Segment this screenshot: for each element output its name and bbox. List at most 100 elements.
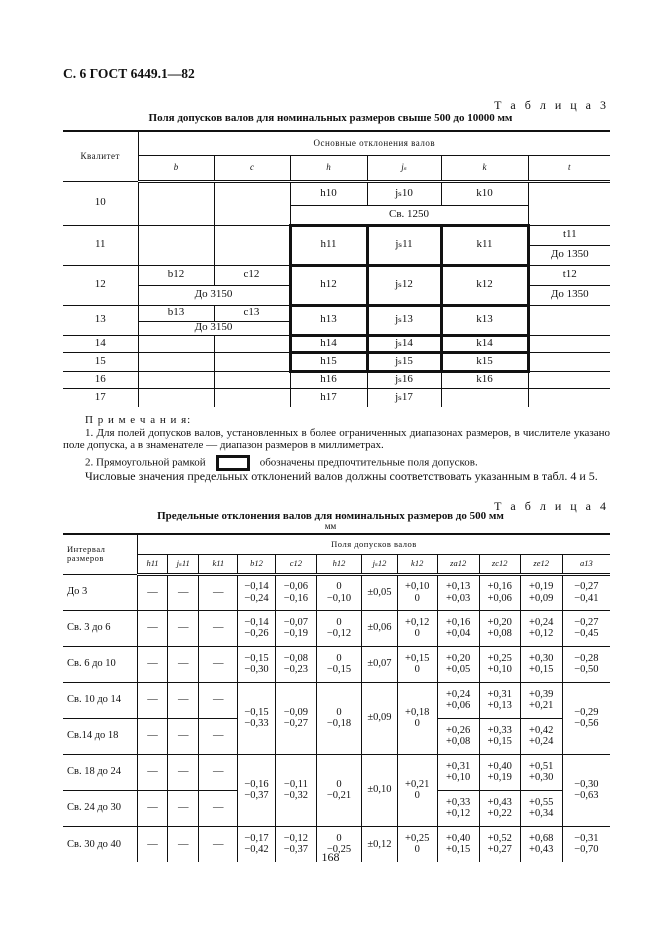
cell-t11: t11 xyxy=(527,224,611,246)
cell-k12: k12 xyxy=(439,263,530,307)
cell-bc13-range: До 3150 xyxy=(137,320,291,336)
cell-js16: jₛ16 xyxy=(366,370,442,389)
cell-a13: −0,28 −0,50 xyxy=(561,645,610,683)
row-interval: Св. 3 до 6 xyxy=(63,609,138,647)
header-col-h12: h12 xyxy=(315,553,363,576)
cell-empty xyxy=(137,334,215,353)
cell-zc12: +0,20 +0,08 xyxy=(478,609,521,647)
cell-h11: — xyxy=(136,645,169,683)
cell-zc12: +0,40 +0,19 xyxy=(478,753,521,791)
cell-h11: — xyxy=(136,789,169,827)
cell-t12-range: До 1350 xyxy=(527,284,611,306)
row-interval: Св.14 до 18 xyxy=(63,717,138,755)
cell-h12: 0 −0,18 xyxy=(315,681,363,755)
cell-b12: −0,14 −0,24 xyxy=(237,573,276,611)
cell-ze12: +0,68 +0,43 xyxy=(519,825,563,862)
cell-js15: jₛ15 xyxy=(365,350,443,373)
cell-js11: — xyxy=(167,681,200,719)
cell-za12: +0,13 +0,03 xyxy=(436,573,480,611)
table-row: Св. 30 до 40— — — −0,17 −0,42 −0,12 −0,37 0 −… xyxy=(63,825,610,862)
cell-k11: — xyxy=(198,717,239,755)
row-interval: Св. 30 до 40 xyxy=(63,825,138,862)
header-col-b: b xyxy=(137,154,215,183)
cell-k13: k13 xyxy=(439,303,530,337)
cell-k12: +0,18 0 xyxy=(396,681,438,755)
cell-a13: −0,29 −0,56 xyxy=(561,681,610,755)
cell-empty xyxy=(527,180,611,226)
cell-js12: ±0,09 xyxy=(361,681,398,755)
cell-k11: — xyxy=(198,789,239,827)
cell-k11: — xyxy=(198,609,239,647)
header-col-zc12: zc12 xyxy=(478,553,521,576)
cell-h12: 0 −0,21 xyxy=(315,753,363,827)
header-kvalitet: Квалитет xyxy=(63,130,139,182)
cell-c13: c13 xyxy=(213,304,291,322)
header-col-js11: jₛ11 xyxy=(167,553,200,576)
cell-ze12: +0,42 +0,24 xyxy=(519,717,563,755)
preferred-frame-icon xyxy=(215,454,250,471)
kvalitet-10: 10 xyxy=(63,180,139,226)
cell-ze12: +0,24 +0,12 xyxy=(519,609,563,647)
cell-h11: — xyxy=(136,609,169,647)
cell-ze12: +0,30 +0,15 xyxy=(519,645,563,683)
cell-h10: h10 xyxy=(289,180,368,206)
header-col-k12: k12 xyxy=(396,553,438,576)
cell-empty xyxy=(527,351,611,372)
cell-k16: k16 xyxy=(440,370,529,389)
cell-h15: h15 xyxy=(288,350,369,373)
note-1: 1. Для полей допусков валов, установленн… xyxy=(63,426,610,452)
header-col-h11: h11 xyxy=(136,553,169,576)
cell-b12: −0,17 −0,42 xyxy=(237,825,276,862)
row-interval: Св. 10 до 14 xyxy=(63,681,138,719)
table4-unit: мм xyxy=(324,521,337,531)
row-interval: Св. 24 до 30 xyxy=(63,789,138,827)
table-row: Св. 24 до 30— — — +0,33 +0,12 +0,43 +0,22 +0,… xyxy=(63,789,610,827)
table-row: Св.14 до 18— — — +0,26 +0,08 +0,33 +0,15 +0,4… xyxy=(63,717,610,755)
table4: Интервал размеров Поля допусков валов h11 j… xyxy=(63,533,610,862)
cell-bc12-range: До 3150 xyxy=(137,284,291,306)
table3: Квалитет Основные отклонения валов b c h… xyxy=(63,130,611,407)
cell-js11: — xyxy=(167,753,200,791)
header-col-k11: k11 xyxy=(198,553,239,576)
cell-js11: — xyxy=(167,717,200,755)
page-number: 168 xyxy=(321,850,340,864)
cell-js11: jₛ11 xyxy=(365,223,443,267)
cell-c12: −0,07 −0,19 xyxy=(274,609,317,647)
cell-h11: — xyxy=(136,573,169,611)
cell-zc12: +0,43 +0,22 xyxy=(478,789,521,827)
cell-js12: ±0,10 xyxy=(361,753,398,827)
cell-k11: — xyxy=(198,681,239,719)
cell-za12: +0,26 +0,08 xyxy=(436,717,480,755)
cell-k11: — xyxy=(198,753,239,791)
cell-js12: ±0,12 xyxy=(361,825,398,862)
cell-empty xyxy=(213,351,291,372)
cell-empty xyxy=(440,387,529,407)
document-header: С. 6 ГОСТ 6449.1—82 xyxy=(63,66,195,81)
cell-b12: −0,16 −0,37 xyxy=(237,753,276,827)
cell-h11: — xyxy=(136,681,169,719)
cell-a13: −0,30 −0,63 xyxy=(561,753,610,827)
cell-k14: k14 xyxy=(439,333,530,354)
cell-zc12: +0,33 +0,15 xyxy=(478,717,521,755)
cell-empty xyxy=(213,370,291,389)
cell-k12: +0,15 0 xyxy=(396,645,438,683)
table3-title: Поля допусков валов для номинальных разм… xyxy=(148,112,513,124)
cell-empty xyxy=(137,224,215,266)
cell-b13: b13 xyxy=(137,304,215,322)
cell-k15: k15 xyxy=(439,350,530,373)
note-2-text: 2. Прямоугольной рамкой xyxy=(85,456,206,469)
cell-k11: — xyxy=(198,573,239,611)
cell-za12: +0,31 +0,10 xyxy=(436,753,480,791)
table4-title: Предельные отклонения валов для номиналь… xyxy=(157,510,504,522)
cell-k12: +0,10 0 xyxy=(396,573,438,611)
row-interval: До 3 xyxy=(63,573,138,611)
note-2-text-after: обозначены предпочтительные поля допуско… xyxy=(259,456,478,469)
cell-c12: c12 xyxy=(213,264,291,286)
cell-h11: — xyxy=(136,717,169,755)
header-col-c: c xyxy=(213,154,291,183)
cell-b12: −0,14 −0,26 xyxy=(237,609,276,647)
cell-empty xyxy=(137,351,215,372)
cell-js14: jₛ14 xyxy=(365,333,443,354)
cell-empty xyxy=(137,370,215,389)
kvalitet-12: 12 xyxy=(63,264,139,306)
